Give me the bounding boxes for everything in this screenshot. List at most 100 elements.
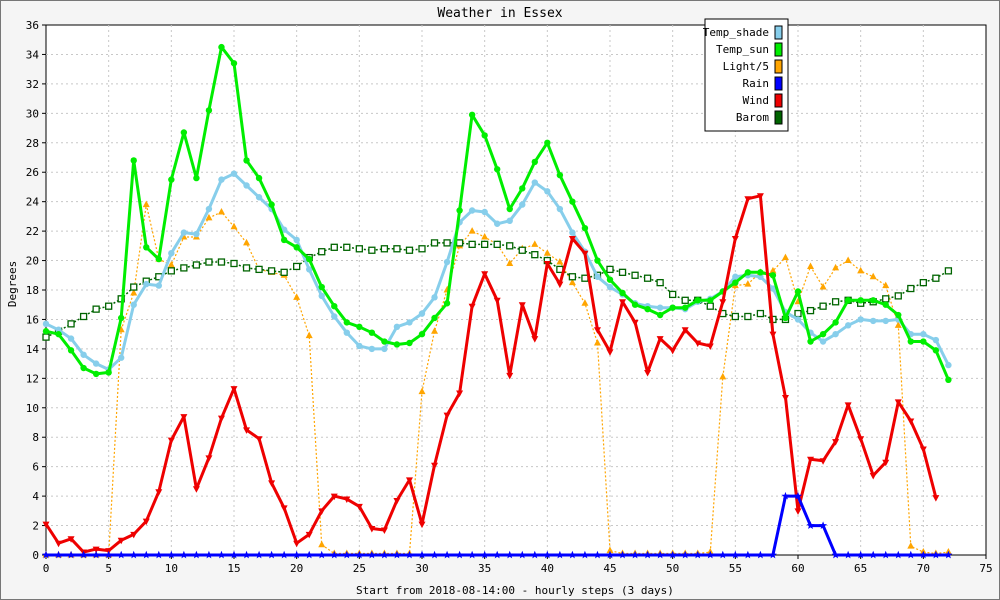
data-point xyxy=(919,446,927,453)
data-point xyxy=(706,343,714,350)
data-point xyxy=(280,505,288,512)
data-point xyxy=(55,540,63,548)
data-point xyxy=(468,550,477,559)
x-tick-label: 40 xyxy=(541,562,554,575)
data-point xyxy=(870,317,877,325)
data-point xyxy=(405,550,414,559)
data-point xyxy=(606,283,614,291)
data-point xyxy=(468,240,476,249)
data-point xyxy=(744,280,752,287)
data-point xyxy=(204,550,213,559)
data-point xyxy=(180,229,188,236)
data-point xyxy=(530,550,539,559)
data-point xyxy=(631,550,640,559)
data-point xyxy=(781,394,789,402)
data-point xyxy=(593,339,601,346)
data-point xyxy=(92,370,100,378)
data-point xyxy=(380,527,388,534)
data-point xyxy=(243,157,250,164)
data-point xyxy=(744,196,752,203)
data-point xyxy=(443,412,451,420)
data-point xyxy=(230,222,238,230)
data-point xyxy=(556,258,564,265)
data-point xyxy=(543,550,552,559)
data-point xyxy=(656,304,664,311)
data-point xyxy=(619,289,626,297)
data-point xyxy=(468,111,476,119)
data-point xyxy=(42,328,50,335)
x-tick-label: 75 xyxy=(979,562,992,575)
data-point xyxy=(431,327,439,334)
data-point xyxy=(807,456,815,464)
x-tick-label: 10 xyxy=(165,562,178,575)
data-point xyxy=(318,283,325,291)
data-point xyxy=(331,302,338,310)
data-point xyxy=(581,250,589,258)
legend-label: Barom xyxy=(736,111,769,124)
data-point xyxy=(155,489,163,496)
data-point xyxy=(280,268,288,276)
data-point xyxy=(431,314,438,322)
data-point xyxy=(418,550,426,559)
data-point xyxy=(418,245,426,253)
data-point xyxy=(919,278,927,287)
data-point xyxy=(881,550,890,559)
y-tick-label: 30 xyxy=(26,107,39,120)
data-point xyxy=(857,316,864,323)
series-wind xyxy=(42,193,940,557)
y-tick-label: 6 xyxy=(32,461,39,474)
data-point xyxy=(267,550,276,559)
data-point xyxy=(945,376,952,384)
data-point xyxy=(531,240,539,247)
legend-swatch xyxy=(774,110,783,125)
data-point xyxy=(555,550,564,559)
data-point xyxy=(857,436,865,443)
data-point xyxy=(769,272,777,279)
data-point xyxy=(844,402,852,409)
data-point xyxy=(468,303,476,311)
data-point xyxy=(769,331,777,339)
data-point xyxy=(807,338,814,345)
data-point xyxy=(894,399,902,406)
data-point xyxy=(393,341,401,348)
data-point xyxy=(179,550,188,559)
data-point xyxy=(130,288,138,296)
x-tick-label: 70 xyxy=(917,562,930,575)
data-point xyxy=(518,246,526,254)
data-point xyxy=(180,414,188,421)
data-point xyxy=(944,550,953,559)
data-point xyxy=(55,330,62,338)
data-point xyxy=(268,480,276,487)
data-point xyxy=(117,550,126,559)
data-point xyxy=(656,278,664,287)
data-point xyxy=(355,550,364,559)
legend: Temp_shade Temp_sun Light/5 Rain Wind Barom xyxy=(703,18,789,132)
data-point xyxy=(155,255,162,263)
data-point xyxy=(293,236,300,244)
data-point xyxy=(443,258,451,266)
data-point xyxy=(631,301,639,308)
data-point xyxy=(267,267,276,275)
data-point xyxy=(456,207,463,214)
data-point xyxy=(819,330,827,338)
data-point xyxy=(292,550,301,559)
data-point xyxy=(556,281,564,289)
data-point xyxy=(243,238,251,246)
data-point xyxy=(443,239,451,247)
data-point xyxy=(117,537,125,545)
data-point xyxy=(105,369,112,376)
data-point xyxy=(794,309,802,318)
data-point xyxy=(606,546,614,554)
data-point xyxy=(782,314,789,322)
data-point xyxy=(481,132,488,139)
data-point xyxy=(143,244,150,251)
legend-swatch xyxy=(774,25,783,40)
data-point xyxy=(330,493,338,501)
data-point xyxy=(368,345,376,353)
data-point xyxy=(280,550,289,559)
data-point xyxy=(330,243,338,251)
data-point xyxy=(468,227,476,234)
y-tick-label: 22 xyxy=(26,225,39,238)
data-point xyxy=(130,531,138,539)
data-point xyxy=(668,550,677,559)
